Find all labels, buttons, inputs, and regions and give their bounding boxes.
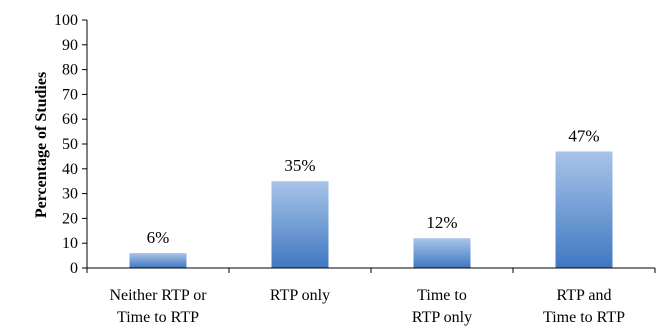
bar xyxy=(129,253,187,268)
y-tick-label: 50 xyxy=(62,136,78,153)
data-label: 35% xyxy=(284,156,315,175)
y-tick-label: 0 xyxy=(70,260,78,277)
category-label: RTP only xyxy=(412,309,472,326)
category-label: Time to RTP xyxy=(117,309,199,326)
data-label: 6% xyxy=(147,228,170,247)
y-tick-label: 40 xyxy=(62,161,78,178)
x-axis-ticks xyxy=(86,268,656,273)
y-tick-label: 30 xyxy=(62,186,78,203)
y-tick-label: 100 xyxy=(54,12,78,29)
y-tick-label: 10 xyxy=(62,235,78,252)
category-labels: Neither RTP or Time to RTP RTP only Time to… xyxy=(109,287,625,326)
y-tick-label: 60 xyxy=(62,111,78,128)
category-label: Neither RTP or xyxy=(109,287,207,304)
data-label: 47% xyxy=(568,126,599,145)
category-label: Time to xyxy=(417,287,467,304)
y-tick-label: 20 xyxy=(62,210,78,227)
y-tick-label: 70 xyxy=(62,86,78,103)
y-axis-label: Percentage of Studies xyxy=(33,72,50,218)
category-label: RTP and xyxy=(557,287,612,304)
y-tick-label: 80 xyxy=(62,62,78,79)
bar xyxy=(413,238,471,268)
y-tick-label: 90 xyxy=(62,37,78,54)
bar xyxy=(555,151,613,268)
category-label: RTP only xyxy=(270,287,330,304)
bar xyxy=(271,181,329,268)
y-tick-labels: 0 10 20 30 40 50 60 70 80 90 100 xyxy=(54,12,87,277)
data-label: 12% xyxy=(426,213,457,232)
data-labels: 6% 35% 12% 47% xyxy=(147,126,600,247)
category-label: Time to RTP xyxy=(543,309,625,326)
bars xyxy=(129,151,613,268)
